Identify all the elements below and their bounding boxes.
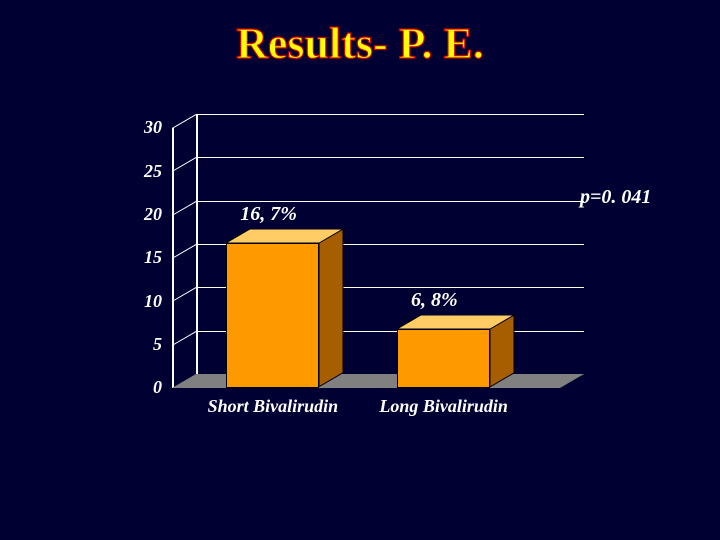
gridline-back: [196, 157, 584, 158]
y-tick-label: 25: [144, 161, 162, 182]
bar-value-label: 16, 7%: [240, 203, 297, 226]
bar-front: [397, 329, 490, 388]
gridline-back: [196, 201, 584, 202]
y-tick-label: 15: [144, 247, 162, 268]
y-axis-front: [172, 128, 174, 388]
gridline-back: [196, 114, 584, 115]
y-tick-label: 10: [144, 291, 162, 312]
gridline-side: [172, 157, 197, 172]
y-tick-label: 30: [144, 117, 162, 138]
bar: [226, 229, 319, 388]
p-value-annotation: p=0. 041: [580, 186, 651, 209]
y-tick-label: 5: [153, 334, 162, 355]
gridline-side: [172, 114, 197, 129]
gridline-side: [172, 244, 197, 259]
bar: [397, 315, 490, 388]
bar-chart: 05101520253016, 7%Short Bivalirudin6, 8%…: [172, 128, 584, 442]
y-axis-back: [196, 114, 198, 374]
gridline-side: [172, 201, 197, 216]
slide-title: Results- P. E.: [0, 18, 720, 69]
bar-value-label: 6, 8%: [411, 289, 458, 312]
gridline-side: [172, 331, 197, 346]
gridline-side: [172, 287, 197, 302]
category-label: Long Bivalirudin: [364, 396, 524, 417]
slide-root: Results- P. E. 0 5 10 15 20 25 30 16, 7% Short B…: [0, 0, 720, 540]
y-tick-label: 20: [144, 204, 162, 225]
y-tick-label: 0: [153, 377, 162, 398]
bar-front: [226, 243, 319, 388]
category-label: Short Bivalirudin: [193, 396, 353, 417]
